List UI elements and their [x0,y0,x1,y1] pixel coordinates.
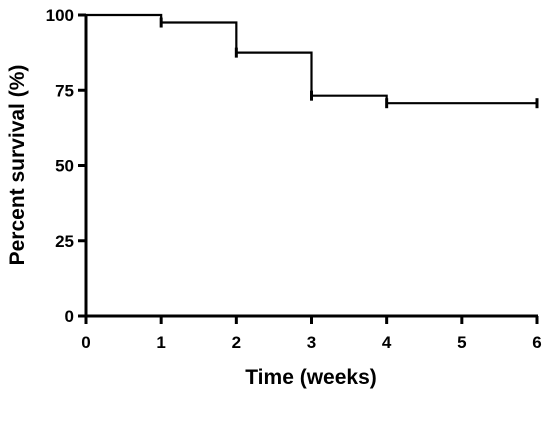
survival-step-line [86,13,537,105]
y-tick-label: 100 [46,6,74,25]
x-tick-label: 1 [156,333,165,352]
axes [78,13,539,324]
tick-labels: 0 1 2 3 4 5 6 0 25 50 75 100 [46,6,542,352]
x-tick-label: 2 [232,333,241,352]
y-tick-label: 75 [55,81,74,100]
x-tick-label: 6 [532,333,541,352]
x-tick-label: 3 [307,333,316,352]
survival-curve-group [86,13,539,109]
y-axis-title: Percent survival (%) [6,65,29,266]
x-tick-label: 0 [81,333,90,352]
x-axis-title: Time (weeks) [245,366,377,389]
y-tick-label: 0 [65,307,74,326]
y-tick-label: 25 [55,232,74,251]
y-tick-label: 50 [55,157,74,176]
x-tick-label: 4 [382,333,392,352]
x-tick-label: 5 [457,333,466,352]
